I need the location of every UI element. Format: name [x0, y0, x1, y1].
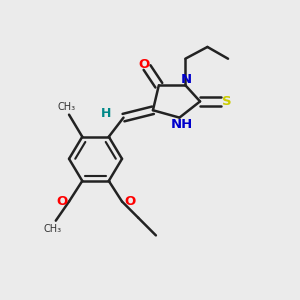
- Text: O: O: [139, 58, 150, 71]
- Text: S: S: [222, 95, 231, 108]
- Text: H: H: [100, 107, 111, 120]
- Text: CH₃: CH₃: [57, 102, 75, 112]
- Text: O: O: [124, 195, 136, 208]
- Text: O: O: [56, 195, 67, 208]
- Text: CH₃: CH₃: [44, 224, 62, 234]
- Text: N: N: [181, 74, 192, 86]
- Text: NH: NH: [171, 118, 193, 131]
